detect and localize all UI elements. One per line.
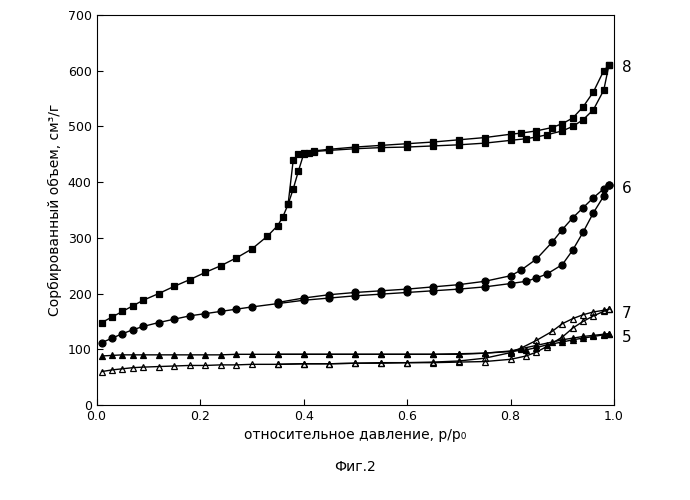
Text: 7: 7 <box>622 306 631 320</box>
Text: 5: 5 <box>622 330 631 344</box>
X-axis label: относительное давление, p/p₀: относительное давление, p/p₀ <box>244 428 466 442</box>
Text: 8: 8 <box>622 60 631 76</box>
Text: 6: 6 <box>622 182 631 196</box>
Y-axis label: Сорбированный объем, см³/г: Сорбированный объем, см³/г <box>48 104 62 316</box>
Text: Фиг.2: Фиг.2 <box>335 460 376 473</box>
